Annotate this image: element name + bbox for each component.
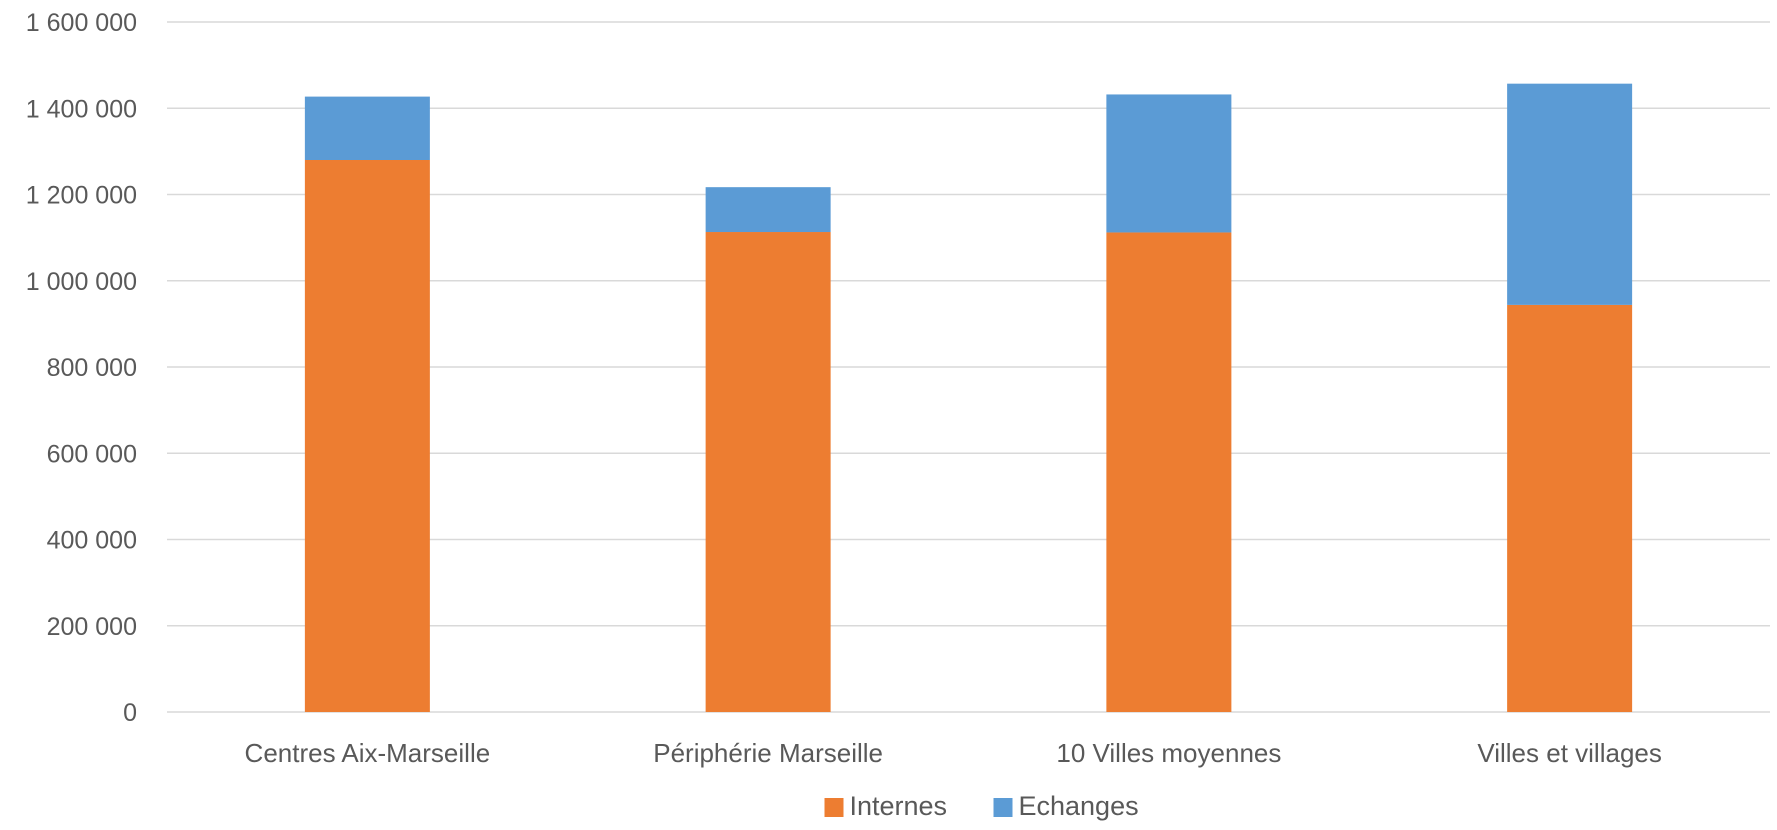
legend-label: Echanges [1019,791,1139,821]
y-tick-label: 1 400 000 [26,95,137,123]
bar-internes-2 [705,232,831,713]
bar-echanges-2 [705,187,831,233]
y-tick-label: 600 000 [47,440,137,468]
x-tick-label: 10 Villes moyennes [1056,738,1281,768]
bar-echanges-3 [1106,94,1232,233]
bar-internes-3 [1106,232,1232,712]
legend-item-internes: Internes [824,791,948,821]
x-axis-tick-labels: Centres Aix-Marseille Périphérie Marseill… [245,738,1662,768]
gridlines [167,21,1770,713]
legend-item-echanges: Echanges [993,791,1139,821]
legend-swatch [993,798,1013,817]
y-axis-tick-labels: 0 200 000 400 000 600 000 800 000 1 000 000 1 … [26,9,137,727]
bar-internes-4 [1507,304,1633,712]
y-tick-label: 1 200 000 [26,182,137,210]
legend-swatch [824,798,844,817]
bars [304,83,1633,713]
y-tick-label: 1 000 000 [26,268,137,296]
legend-label: Internes [850,791,948,821]
x-tick-label: Périphérie Marseille [653,738,883,768]
bar-echanges-1 [304,96,430,160]
y-tick-label: 800 000 [47,354,137,382]
y-tick-label: 1 600 000 [26,9,137,37]
bar-echanges-4 [1507,83,1633,305]
y-tick-label: 400 000 [47,527,137,555]
y-tick-label: 0 [123,699,137,727]
bar-internes-1 [304,160,430,712]
x-tick-label: Centres Aix-Marseille [245,738,491,768]
legend: Internes Echanges [824,791,1139,821]
x-tick-label: Villes et villages [1477,738,1662,768]
y-tick-label: 200 000 [47,613,137,641]
